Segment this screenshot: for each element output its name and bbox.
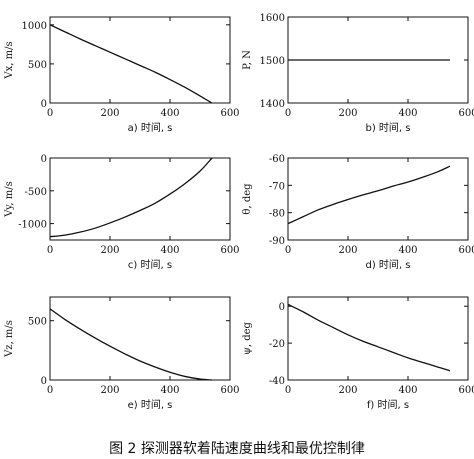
x-tick-label-e: 0 (47, 385, 53, 396)
series-line-a-0 (49, 24, 213, 104)
x-axis-label-a: a) 时间, s (128, 121, 173, 134)
x-tick-label-d: 600 (458, 245, 474, 256)
y-tick-label-e: 500 (28, 317, 47, 328)
x-tick-label-d: 400 (398, 245, 417, 256)
panel-b: 0 200 400 600 1400 1500 1600 P, N b) 时间, s (242, 13, 474, 134)
y-tick-label-c: -500 (25, 187, 47, 198)
x-tick-label-e: 600 (220, 385, 239, 396)
x-tick-label-c: 400 (160, 245, 179, 256)
x-tick-label-e: 400 (160, 385, 179, 396)
panel-f: 0 200 400 600 -40 -20 0 ψ, deg f) 时间, s (242, 296, 474, 411)
plot-frame-f (287, 296, 469, 381)
y-tick-label-b: 1600 (260, 13, 285, 24)
x-tick-label-f: 400 (398, 385, 417, 396)
y-tick-label-f: -20 (269, 339, 285, 350)
panel-d: 0 200 400 600 -90 -80 -70 -60 θ, deg d) 时间, s (242, 154, 474, 271)
x-tick-label-a: 400 (160, 108, 179, 119)
x-tick-label-f: 0 (285, 385, 291, 396)
x-tick-label-e: 200 (100, 385, 119, 396)
series-line-c-0 (49, 157, 213, 238)
x-axis-label-e: e) 时间, s (128, 398, 173, 411)
plot-frame-d (287, 157, 469, 241)
x-tick-label-a: 600 (220, 108, 239, 119)
y-tick-label-b: 1500 (260, 56, 285, 67)
y-tick-label-a: 1000 (22, 21, 47, 32)
y-tick-label-a: 500 (28, 60, 47, 71)
panel-a: 0 200 400 600 0 500 1000 Vx, m/s a) 时间, s (4, 16, 240, 134)
x-tick-label-a: 200 (100, 108, 119, 119)
x-tick-label-b: 400 (398, 108, 417, 119)
y-tick-label-c: -1000 (18, 220, 47, 231)
x-tick-label-d: 200 (338, 245, 357, 256)
figure-caption: 图 2 探测器软着陆速度曲线和最优控制律 (109, 441, 365, 457)
series-line-f-0 (287, 303, 451, 372)
x-tick-label-d: 0 (285, 245, 291, 256)
x-tick-label-f: 600 (458, 385, 474, 396)
y-tick-label-e: 0 (41, 376, 47, 387)
x-axis-label-d: d) 时间, s (366, 258, 411, 271)
y-axis-label-e: Vz, m/s (4, 320, 15, 358)
y-tick-label-c: 0 (41, 154, 47, 165)
panel-c: 0 200 400 600 -1000 -500 0 Vy, m/s c) 时间, s (4, 154, 240, 271)
x-tick-label-b: 0 (285, 108, 291, 119)
y-tick-label-f: 0 (279, 302, 285, 313)
x-tick-label-f: 200 (338, 385, 357, 396)
y-axis-label-b: P, N (242, 50, 253, 70)
y-tick-label-d: -70 (269, 181, 285, 192)
x-axis-label-b: b) 时间, s (366, 121, 411, 134)
y-tick-label-f: -40 (269, 376, 285, 387)
y-axis-label-d: θ, deg (242, 183, 253, 215)
x-axis-label-f: f) 时间, s (367, 398, 409, 411)
y-tick-label-d: -60 (269, 154, 285, 165)
x-tick-label-a: 0 (47, 108, 53, 119)
y-tick-label-b: 1400 (260, 99, 285, 110)
y-axis-label-a: Vx, m/s (4, 41, 15, 79)
plot-frame-a (49, 16, 231, 104)
y-tick-label-d: -90 (269, 236, 285, 247)
y-tick-label-d: -80 (269, 209, 285, 220)
x-tick-label-b: 200 (338, 108, 357, 119)
x-tick-label-b: 600 (458, 108, 474, 119)
x-tick-label-c: 600 (220, 245, 239, 256)
y-axis-label-c: Vy, m/s (4, 181, 15, 217)
panels: 0 200 400 600 0 500 1000 Vx, m/s a) 时间, s 0 200 400… (4, 13, 474, 411)
y-axis-label-f: ψ, deg (242, 321, 253, 355)
panel-e: 0 200 400 600 0 500 Vz, m/s e) 时间, s (4, 296, 240, 411)
series-line-d-0 (287, 165, 451, 225)
x-tick-label-c: 200 (100, 245, 119, 256)
plot-frame-e (49, 296, 231, 381)
x-tick-label-c: 0 (47, 245, 53, 256)
x-axis-label-c: c) 时间, s (128, 258, 172, 271)
y-tick-label-a: 0 (41, 99, 47, 110)
series-line-e-0 (49, 308, 213, 381)
plot-frame-c (49, 157, 231, 241)
